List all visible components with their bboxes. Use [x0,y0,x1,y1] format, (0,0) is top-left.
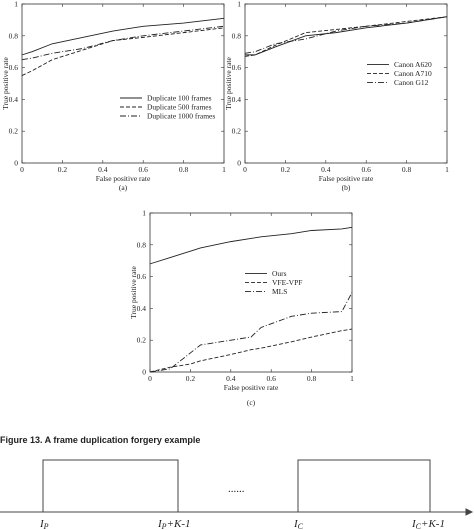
plot-frame [21,3,225,164]
legend-label: Ours [272,269,287,278]
x-tick-label: 1 [445,165,449,174]
subfigure-label: (a) [119,183,128,192]
series-line [244,16,448,57]
series-line [244,16,448,54]
y-tick-label: 1 [237,0,241,9]
y-axis-label: True positive rate [129,266,138,319]
segment-box [297,459,431,513]
subfigure-label: (c) [247,398,256,407]
x-tick-label: 0.8 [402,165,412,174]
label-suffix: +K-1 [167,518,191,530]
x-tick-label: 0.4 [321,165,331,174]
x-tick-label: 0 [20,165,24,174]
y-tick-label: 0.6 [137,272,147,281]
y-tick-label: 0 [142,368,146,377]
y-axis-label: True positive rate [1,57,10,110]
legend-label: Canon G12 [394,78,429,87]
frame-label: IP+K-1 [157,518,191,530]
label-sub: C [298,522,304,530]
y-tick-label: 1 [14,0,18,9]
series-line [149,292,353,373]
ellipsis: ...... [228,483,245,495]
plot-frame [244,3,448,164]
frame-label: IC+K-1 [411,518,445,530]
figure-caption: Figure 13. A frame duplication forgery e… [0,435,200,445]
y-tick-label: 0.8 [232,31,242,40]
y-tick-label: 0 [237,159,241,168]
y-axis-label: True positive rate [224,57,233,110]
x-tick-label: 0 [243,165,247,174]
diagram [0,459,474,516]
y-tick-label: 0.2 [232,127,242,136]
x-tick-label: 0.2 [58,165,68,174]
label-suffix: +K-1 [421,518,445,530]
x-tick-label: 0.2 [281,165,291,174]
label-sub: P [161,522,167,530]
segment-box [42,459,179,513]
y-tick-label: 0.6 [9,63,19,72]
x-tick-label: 0 [148,374,152,383]
legend-label: VFE-VPF [272,278,302,287]
y-tick-label: 0 [14,159,18,168]
x-tick-label: 0.4 [226,374,236,383]
y-tick-label: 1 [142,209,146,218]
y-tick-label: 0.6 [232,63,242,72]
legend-label: Duplicate 100 frames [147,94,212,103]
series-line [21,27,225,76]
label-sub: P [43,522,49,530]
legend-label: Canon A710 [394,69,432,78]
y-tick-label: 0.4 [9,95,19,104]
plot-frame [149,212,353,373]
legend-label: MLS [272,287,287,296]
subfigure-label: (b) [342,183,351,192]
x-axis-label: False positive rate [319,174,374,183]
x-tick-label: 0.6 [362,165,372,174]
y-tick-label: 0.2 [137,336,147,345]
series-line [149,226,353,265]
x-tick-label: 0.4 [98,165,108,174]
x-tick-label: 0.2 [186,374,196,383]
legend-label: Canon A620 [394,60,432,69]
label-base: I [293,518,299,530]
series-line [245,16,448,56]
x-tick-label: 0.6 [139,165,149,174]
y-tick-label: 0.8 [137,240,147,249]
y-tick-label: 0.4 [137,304,147,313]
x-axis-label: False positive rate [96,174,151,183]
label-sub: C [416,522,422,530]
frame-label: IP [39,518,49,530]
x-tick-label: 1 [350,374,354,383]
label-base: I [411,518,417,530]
x-axis-label: False positive rate [224,383,279,392]
series-line [21,25,225,61]
y-tick-label: 0.2 [9,127,19,136]
label-base: I [157,518,163,530]
legend-label: Duplicate 500 frames [147,103,212,112]
legend-label: Duplicate 1000 frames [147,112,215,121]
y-tick-label: 0.8 [9,31,19,40]
y-tick-label: 0.4 [232,95,242,104]
label-base: I [39,518,45,530]
series-line [149,328,353,373]
x-tick-label: 0.8 [179,165,189,174]
x-tick-label: 1 [222,165,226,174]
arrow-head [465,508,474,516]
series-line [21,17,225,56]
frame-label: IC [293,518,304,530]
x-tick-label: 0.6 [267,374,277,383]
x-tick-label: 0.8 [307,374,317,383]
